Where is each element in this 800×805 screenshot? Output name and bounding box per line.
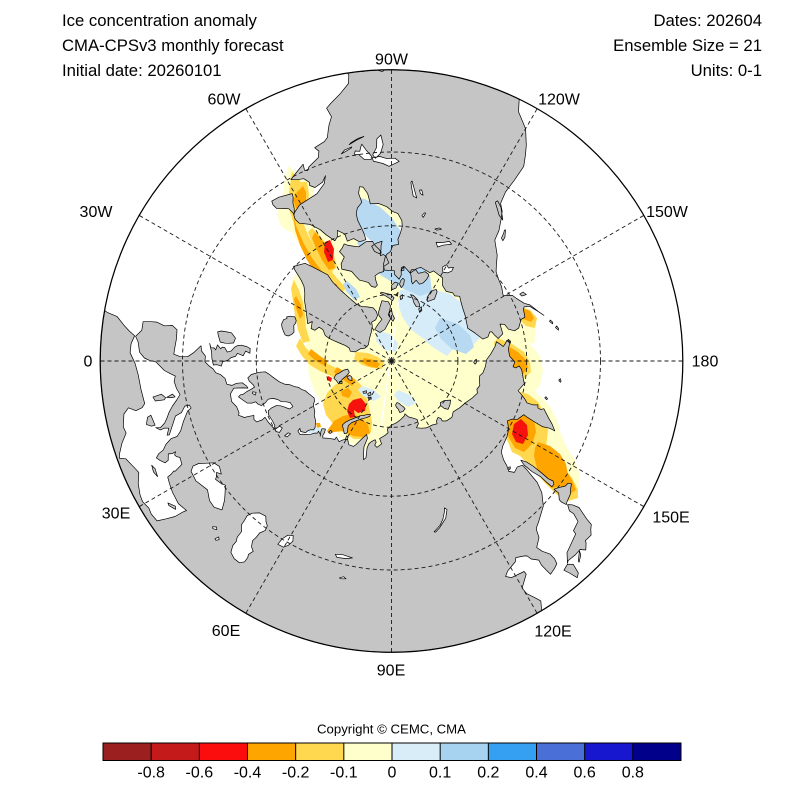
svg-text:150W: 150W	[646, 204, 689, 221]
svg-text:90W: 90W	[375, 52, 409, 69]
svg-text:Units: 0-1: Units: 0-1	[691, 61, 762, 80]
svg-text:30E: 30E	[102, 506, 130, 523]
svg-text:Ice concentration anomaly: Ice concentration anomaly	[62, 11, 257, 30]
svg-text:90E: 90E	[377, 663, 405, 680]
svg-text:30W: 30W	[80, 204, 114, 221]
svg-text:180: 180	[692, 354, 719, 371]
svg-text:0.2: 0.2	[477, 765, 499, 782]
svg-text:0.8: 0.8	[622, 765, 644, 782]
svg-text:Initial date: 20260101: Initial date: 20260101	[62, 61, 222, 80]
svg-text:150E: 150E	[652, 510, 689, 527]
svg-text:-0.2: -0.2	[282, 765, 310, 782]
svg-text:60W: 60W	[208, 92, 242, 109]
svg-text:120E: 120E	[534, 624, 571, 641]
svg-text:60E: 60E	[212, 623, 240, 640]
svg-text:-0.1: -0.1	[330, 765, 358, 782]
svg-text:0.4: 0.4	[525, 765, 547, 782]
svg-text:-0.4: -0.4	[234, 765, 262, 782]
svg-text:0: 0	[388, 765, 397, 782]
svg-text:-0.6: -0.6	[186, 765, 214, 782]
svg-text:CMA-CPSv3 monthly forecast: CMA-CPSv3 monthly forecast	[62, 36, 284, 55]
svg-text:0.1: 0.1	[429, 765, 451, 782]
svg-text:0: 0	[84, 354, 93, 371]
svg-text:-0.8: -0.8	[137, 765, 165, 782]
svg-text:Dates: 202604: Dates: 202604	[653, 11, 762, 30]
svg-text:0.6: 0.6	[574, 765, 596, 782]
svg-text:Copyright © CEMC, CMA: Copyright © CEMC, CMA	[317, 722, 466, 737]
svg-text:Ensemble Size = 21: Ensemble Size = 21	[613, 36, 762, 55]
svg-text:120W: 120W	[538, 92, 581, 109]
